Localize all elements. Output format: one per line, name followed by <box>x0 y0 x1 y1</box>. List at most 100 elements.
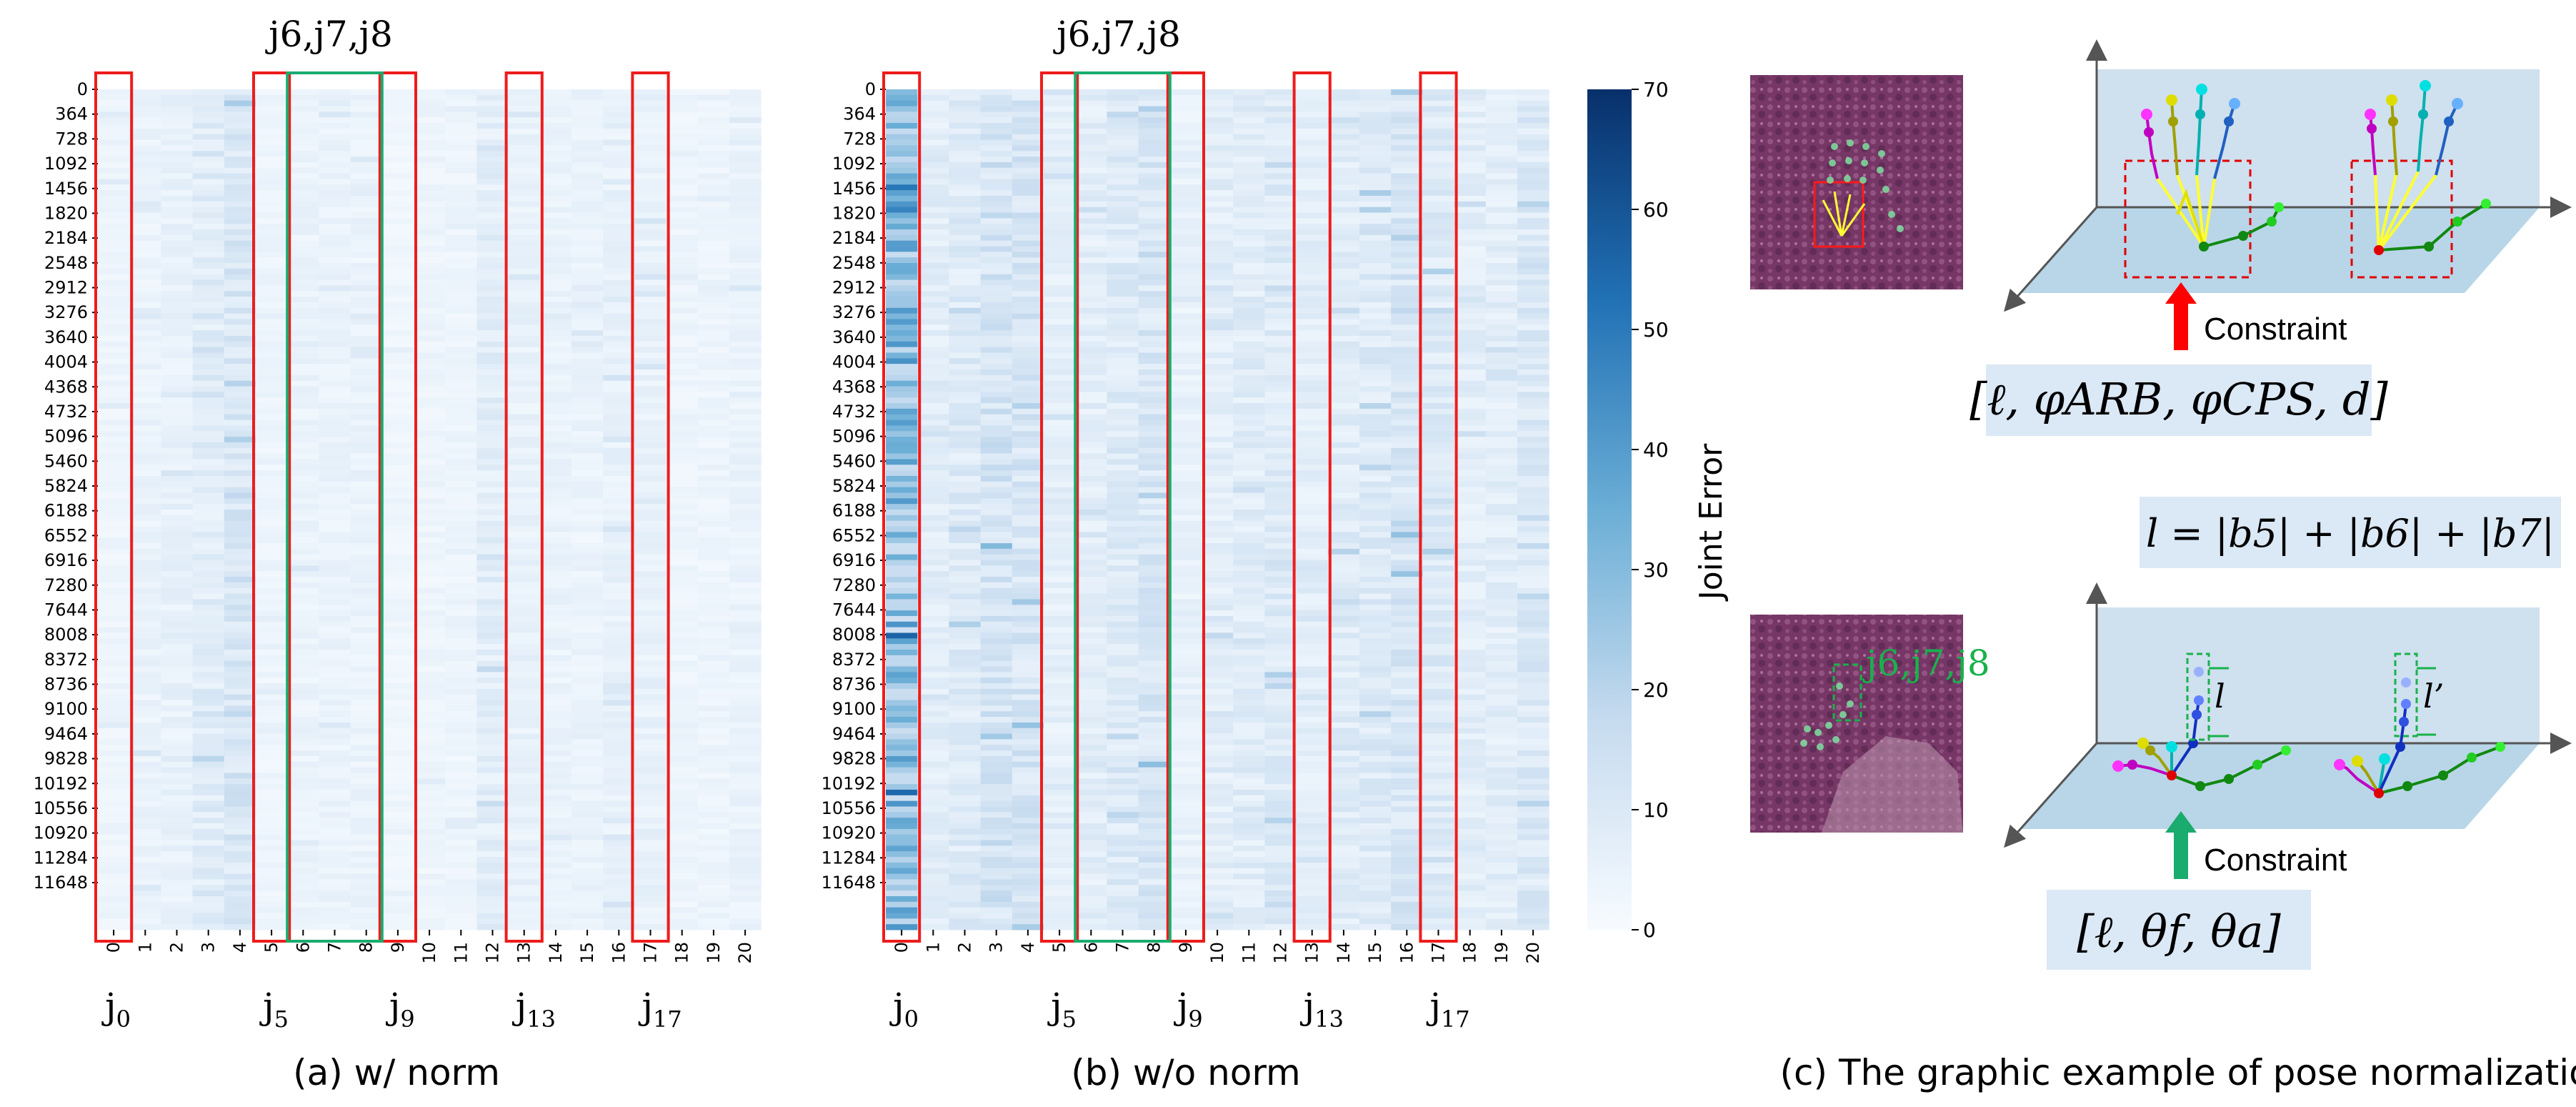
heatmap-cell <box>697 520 730 527</box>
heatmap-cell <box>319 565 351 572</box>
heatmap-cell <box>98 487 130 493</box>
heatmap-cell <box>539 263 572 269</box>
heatmap-cell <box>1138 621 1171 628</box>
heatmap-cell <box>192 711 225 718</box>
heatmap-cell <box>445 285 477 292</box>
heatmap-cell <box>571 392 604 398</box>
heatmap-cell <box>1138 397 1171 404</box>
heatmap-cell <box>161 593 194 600</box>
heatmap-cell <box>603 341 635 348</box>
heatmap-cell <box>603 134 635 141</box>
heatmap-cell <box>445 151 477 157</box>
heatmap-cell <box>256 151 288 157</box>
heatmap-cell <box>319 397 351 404</box>
heatmap-cell <box>256 773 288 779</box>
heatmap-cell <box>1138 492 1171 499</box>
heatmap-cell <box>129 218 161 224</box>
heatmap-cell <box>1107 795 1139 802</box>
heatmap-cell <box>381 577 414 583</box>
heatmap-cell <box>319 145 351 152</box>
heatmap-cell <box>319 285 351 292</box>
heatmap-cell <box>634 145 667 152</box>
heatmap-cell <box>476 252 509 258</box>
heatmap-cell <box>319 571 351 577</box>
heatmap-cell <box>666 335 699 342</box>
heatmap-cell <box>1075 347 1107 353</box>
heatmap-cell <box>634 392 667 398</box>
heatmap-cell <box>1044 778 1076 785</box>
heatmap-cell <box>98 924 130 930</box>
heatmap-cell <box>192 447 225 455</box>
heatmap-cell <box>350 94 383 101</box>
heatmap-cell <box>980 823 1013 830</box>
heatmap-cell <box>539 554 572 561</box>
heatmap-cell <box>1075 100 1107 107</box>
heatmap-cell <box>1169 369 1202 376</box>
heatmap-cell <box>1012 885 1044 891</box>
heatmap-cell <box>1107 347 1139 353</box>
heatmap-cell <box>1044 179 1076 185</box>
heatmap-cell <box>129 246 161 252</box>
heatmap-cell <box>476 414 509 421</box>
heatmap-cell <box>414 554 446 561</box>
heatmap-cell <box>256 358 288 364</box>
heatmap-cell <box>350 437 383 443</box>
heatmap-cell <box>539 392 572 398</box>
heatmap-cell <box>508 683 541 690</box>
heatmap-cell <box>287 745 319 751</box>
heatmap-cell <box>161 274 194 281</box>
heatmap-cell <box>319 302 351 309</box>
heatmap-cell <box>381 392 414 398</box>
heatmap-cell <box>445 179 477 185</box>
heatmap-cell <box>729 650 762 656</box>
heatmap-cell <box>350 157 383 163</box>
heatmap-cell <box>161 761 194 768</box>
heatmap-cell <box>1169 263 1202 269</box>
heatmap-cell <box>1044 341 1076 348</box>
heatmap-cell <box>634 918 667 925</box>
heatmap-cell <box>603 364 635 370</box>
heatmap-cell <box>1012 330 1044 337</box>
heatmap-cell <box>949 520 982 527</box>
heatmap-cell <box>256 425 288 432</box>
heatmap-cell <box>381 408 414 415</box>
heatmap-cell <box>729 683 762 690</box>
heatmap-cell <box>1075 717 1107 723</box>
heatmap-cell <box>1202 324 1234 331</box>
heatmap-cell <box>949 246 982 252</box>
heatmap-cell <box>729 638 762 645</box>
heatmap-cell <box>1107 319 1139 325</box>
heatmap-cell <box>476 543 509 550</box>
heatmap-cell <box>476 341 509 348</box>
heatmap-cell <box>697 414 730 421</box>
heatmap-cell <box>287 587 319 595</box>
heatmap-cell <box>917 263 949 269</box>
heatmap-cell <box>350 688 383 695</box>
heatmap-cell <box>350 358 383 364</box>
heatmap-cell <box>319 117 351 124</box>
heatmap-cell <box>1012 638 1044 645</box>
heatmap-cell <box>350 532 383 538</box>
heatmap-cell <box>1107 94 1139 101</box>
heatmap-cell <box>1044 733 1076 740</box>
heatmap-cell <box>1107 408 1139 415</box>
heatmap-cell <box>1012 369 1044 376</box>
heatmap-cell <box>381 157 414 163</box>
y-tick-label: 2184 <box>44 228 88 248</box>
heatmap-cell <box>1107 711 1139 718</box>
heatmap-cell <box>917 828 949 835</box>
heatmap-cell <box>414 895 446 903</box>
x-tick-label: 18 <box>672 942 692 964</box>
heatmap-cell <box>1044 857 1076 863</box>
heatmap-cell <box>1075 481 1107 488</box>
heatmap-cell <box>129 459 161 465</box>
heatmap-cell <box>1202 879 1234 885</box>
heatmap-cell <box>603 397 635 404</box>
heatmap-cell <box>98 812 130 818</box>
heatmap-cell <box>319 184 351 191</box>
heatmap-cell <box>1169 302 1202 309</box>
heatmap-cell <box>508 543 541 550</box>
heatmap-cell <box>729 341 762 348</box>
heatmap-cell <box>224 218 256 224</box>
heatmap-cell <box>1075 565 1107 572</box>
